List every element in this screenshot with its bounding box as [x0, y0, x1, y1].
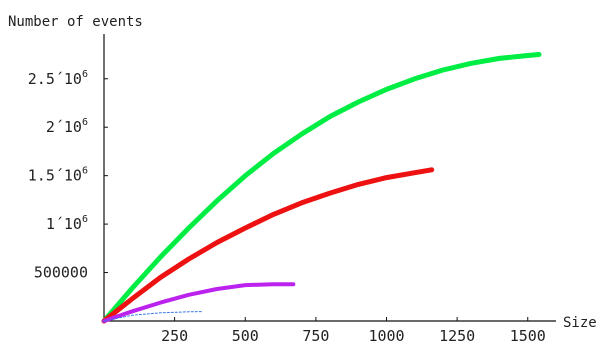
y-tick-exponent: 6	[82, 69, 88, 80]
y-tick-exponent: 6	[82, 117, 88, 128]
y-tick-label: 2.5´106	[28, 69, 88, 88]
y-tick-exponent: 6	[82, 214, 88, 225]
y-tick-mantissa: 2.5´10	[28, 70, 82, 88]
y-tick-label: 500000	[34, 264, 88, 282]
x-tick-label: 1000	[368, 327, 404, 345]
series-line-3	[102, 282, 296, 323]
series-line-4	[103, 311, 204, 322]
y-axis-title: Number of events	[8, 14, 143, 30]
y-tick-mantissa: 500000	[34, 264, 88, 282]
x-tick-label: 250	[161, 327, 188, 345]
x-tick-label: 1500	[510, 327, 546, 345]
y-tick-mantissa: 2´10	[46, 118, 82, 136]
series-line-2	[101, 167, 435, 324]
x-tick-label: 1250	[439, 327, 475, 345]
series-layer	[101, 52, 542, 324]
x-ticks: 250 500 750 1000 1250 1500	[161, 317, 546, 345]
y-tick-label: 2´106	[46, 117, 88, 136]
y-tick-mantissa: 1´10	[46, 215, 82, 233]
x-tick-label: 750	[302, 327, 329, 345]
x-tick-label: 500	[232, 327, 259, 345]
y-tick-label: 1.5´106	[28, 166, 88, 185]
y-tick-mantissa: 1.5´10	[28, 167, 82, 185]
series-line-1	[101, 52, 542, 324]
x-axis-title: Size	[563, 315, 597, 331]
y-tick-label: 1´106	[46, 214, 88, 233]
y-tick-exponent: 6	[82, 166, 88, 177]
